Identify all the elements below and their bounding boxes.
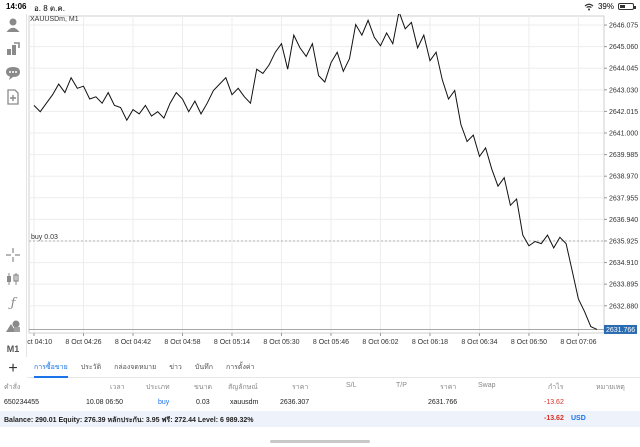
x-tick-label: 8 Oct 04:26 (65, 339, 101, 346)
x-tick-label: 8 Oct 04:42 (115, 339, 151, 346)
header-swap: Swap (478, 382, 496, 389)
header-type: ประเภท (146, 384, 170, 391)
row-open-price: 2636.307 (280, 399, 310, 406)
row-symbol: xauusdm (230, 399, 259, 406)
crosshair-icon[interactable] (4, 246, 22, 264)
x-tick-label: 8 Oct 04:10 (27, 339, 52, 346)
candles-icon[interactable] (4, 270, 22, 288)
row-price: 2631.766 (428, 399, 458, 406)
table-row[interactable]: 650234455 10.08 06:50 buy 0.03 xauusdm 2… (0, 396, 640, 410)
chart-svg[interactable]: 2646.075 2645.060 2644.045 2643.030 2642.015… (27, 14, 640, 357)
home-indicator (270, 440, 370, 443)
timeframe-button[interactable]: M1 (6, 344, 20, 354)
plot-frame (28, 15, 605, 334)
x-tick-label: 8 Oct 06:02 (362, 339, 398, 346)
left-toolbar: ƒ M1 (0, 14, 27, 357)
header-order: คำสั่ง (4, 384, 21, 391)
tab-journal[interactable]: บันทึก (194, 364, 213, 371)
balance-summary: Balance: 290.01 Equity: 276.39 หลักประกั… (4, 417, 254, 424)
x-tick-label: 8 Oct 05:30 (263, 339, 299, 346)
status-date: อ. 8 ต.ค. (34, 4, 65, 13)
status-time: 14:06 (6, 2, 27, 11)
y-tick-label: 2641.000 (609, 131, 638, 138)
header-comment: หมายเหตุ (596, 384, 625, 391)
x-tick-label: 8 Oct 05:46 (313, 339, 349, 346)
tab-mailbox[interactable]: กล่องจดหมาย (114, 364, 157, 371)
y-tick-label: 2645.060 (609, 44, 638, 51)
row-time: 10.08 06:50 (86, 399, 123, 406)
header-sl: S/L (346, 382, 357, 389)
y-tick-label: 2634.910 (609, 260, 638, 267)
bottom-tabs: การซื้อขาย ประวัติ กล่องจดหมาย ข่าว บันท… (27, 358, 640, 378)
y-tick-label: 2636.940 (609, 217, 638, 224)
x-tick-label: 8 Oct 04:58 (164, 339, 200, 346)
balance-currency: USD (571, 415, 586, 422)
add-icon[interactable]: + (8, 360, 18, 377)
add-document-icon[interactable] (4, 88, 22, 106)
y-tick-label: 2643.030 (609, 87, 638, 94)
tab-trade[interactable]: การซื้อขาย (34, 358, 68, 378)
order-line-label: buy 0.03 (31, 234, 58, 241)
battery-percent: 39% (597, 2, 614, 11)
positions-table-header: คำสั่ง เวลา ประเภท ขนาด สัญลักษณ์ ราคา S… (0, 379, 640, 393)
function-icon[interactable]: ƒ (10, 295, 16, 311)
y-tick-label: 2646.075 (609, 23, 638, 30)
y-tick-label: 2632.880 (609, 303, 638, 310)
y-tick-label: 2639.985 (609, 152, 638, 159)
battery-icon (618, 3, 636, 10)
header-profit: กำไร (548, 384, 564, 391)
header-symbol: สัญลักษณ์ (228, 384, 258, 391)
x-tick-label: 8 Oct 06:34 (461, 339, 497, 346)
x-tick-label: 8 Oct 06:50 (511, 339, 547, 346)
objects-icon[interactable] (4, 317, 22, 335)
price-series-line (33, 14, 598, 330)
row-type: buy (158, 399, 170, 406)
account-icon[interactable] (4, 16, 22, 34)
y-tick-label: 2642.015 (609, 109, 638, 116)
header-tp: T/P (396, 382, 407, 389)
y-tick-label: 2644.045 (609, 66, 638, 73)
wifi-icon (584, 3, 594, 10)
chat-icon[interactable] (4, 64, 22, 82)
header-price: ราคา (440, 384, 457, 391)
tab-settings[interactable]: การตั้งค่า (225, 364, 255, 371)
row-order: 650234455 (4, 399, 40, 406)
y-tick-label: 2637.955 (609, 195, 638, 202)
row-size: 0.03 (196, 399, 210, 406)
balance-profit: -13.62 (544, 415, 564, 422)
tab-history[interactable]: ประวัติ (80, 364, 102, 371)
x-tick-label: 8 Oct 06:18 (412, 339, 448, 346)
balance-bar: Balance: 290.01 Equity: 276.39 หลักประกั… (0, 411, 640, 427)
status-right: 39% (584, 2, 636, 11)
current-price-box (604, 324, 637, 334)
status-bar: 14:06 อ. 8 ต.ค. 39% (0, 0, 640, 14)
header-size: ขนาด (194, 384, 213, 391)
row-profit: -13.62 (544, 399, 564, 406)
tab-news[interactable]: ข่าว (169, 364, 182, 371)
price-chart[interactable]: 2646.075 2645.060 2644.045 2643.030 2642.015… (27, 14, 640, 357)
current-price-label: 2631.766 (606, 327, 635, 334)
x-tick-label: 8 Oct 07:06 (560, 339, 596, 346)
trade-icon[interactable] (4, 40, 22, 58)
y-tick-label: 2635.925 (609, 238, 638, 245)
x-tick-label: 8 Oct 05:14 (214, 339, 250, 346)
chart-symbol-label: XAUUSDm, M1 (30, 16, 79, 23)
header-time: เวลา (110, 384, 125, 391)
y-tick-label: 2638.970 (609, 174, 638, 181)
header-open-price: ราคา (292, 384, 309, 391)
y-tick-label: 2633.895 (609, 282, 638, 289)
